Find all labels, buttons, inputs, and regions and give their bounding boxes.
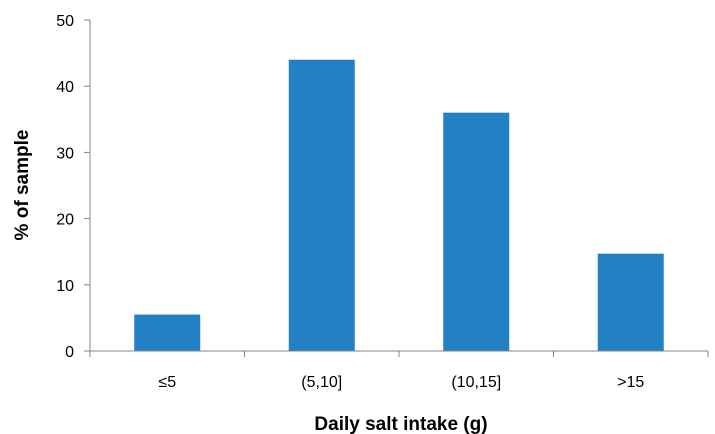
x-tick-label: (5,10]	[301, 374, 342, 391]
x-axis-title: Daily salt intake (g)	[314, 414, 487, 434]
y-tick-label: 30	[56, 145, 74, 162]
y-tick-label: 20	[56, 212, 74, 229]
bar	[288, 59, 355, 351]
y-tick-label: 40	[56, 79, 74, 96]
x-tick-label: >15	[617, 374, 644, 391]
bar	[134, 314, 201, 351]
y-axis-title: % of sample	[12, 130, 33, 241]
y-axis-ticks: 0 10 20 30 40 50	[56, 13, 90, 361]
bars	[134, 59, 664, 352]
x-tick-label: (10,15]	[451, 374, 501, 391]
bar	[597, 253, 664, 351]
y-tick-label: 50	[56, 13, 74, 30]
x-tick-label: ≤5	[158, 374, 176, 391]
y-tick-label: 0	[65, 344, 74, 361]
y-tick-label: 10	[56, 278, 74, 295]
x-axis-ticks: ≤5 (5,10] (10,15] >15	[89, 351, 709, 391]
bar	[443, 112, 510, 352]
